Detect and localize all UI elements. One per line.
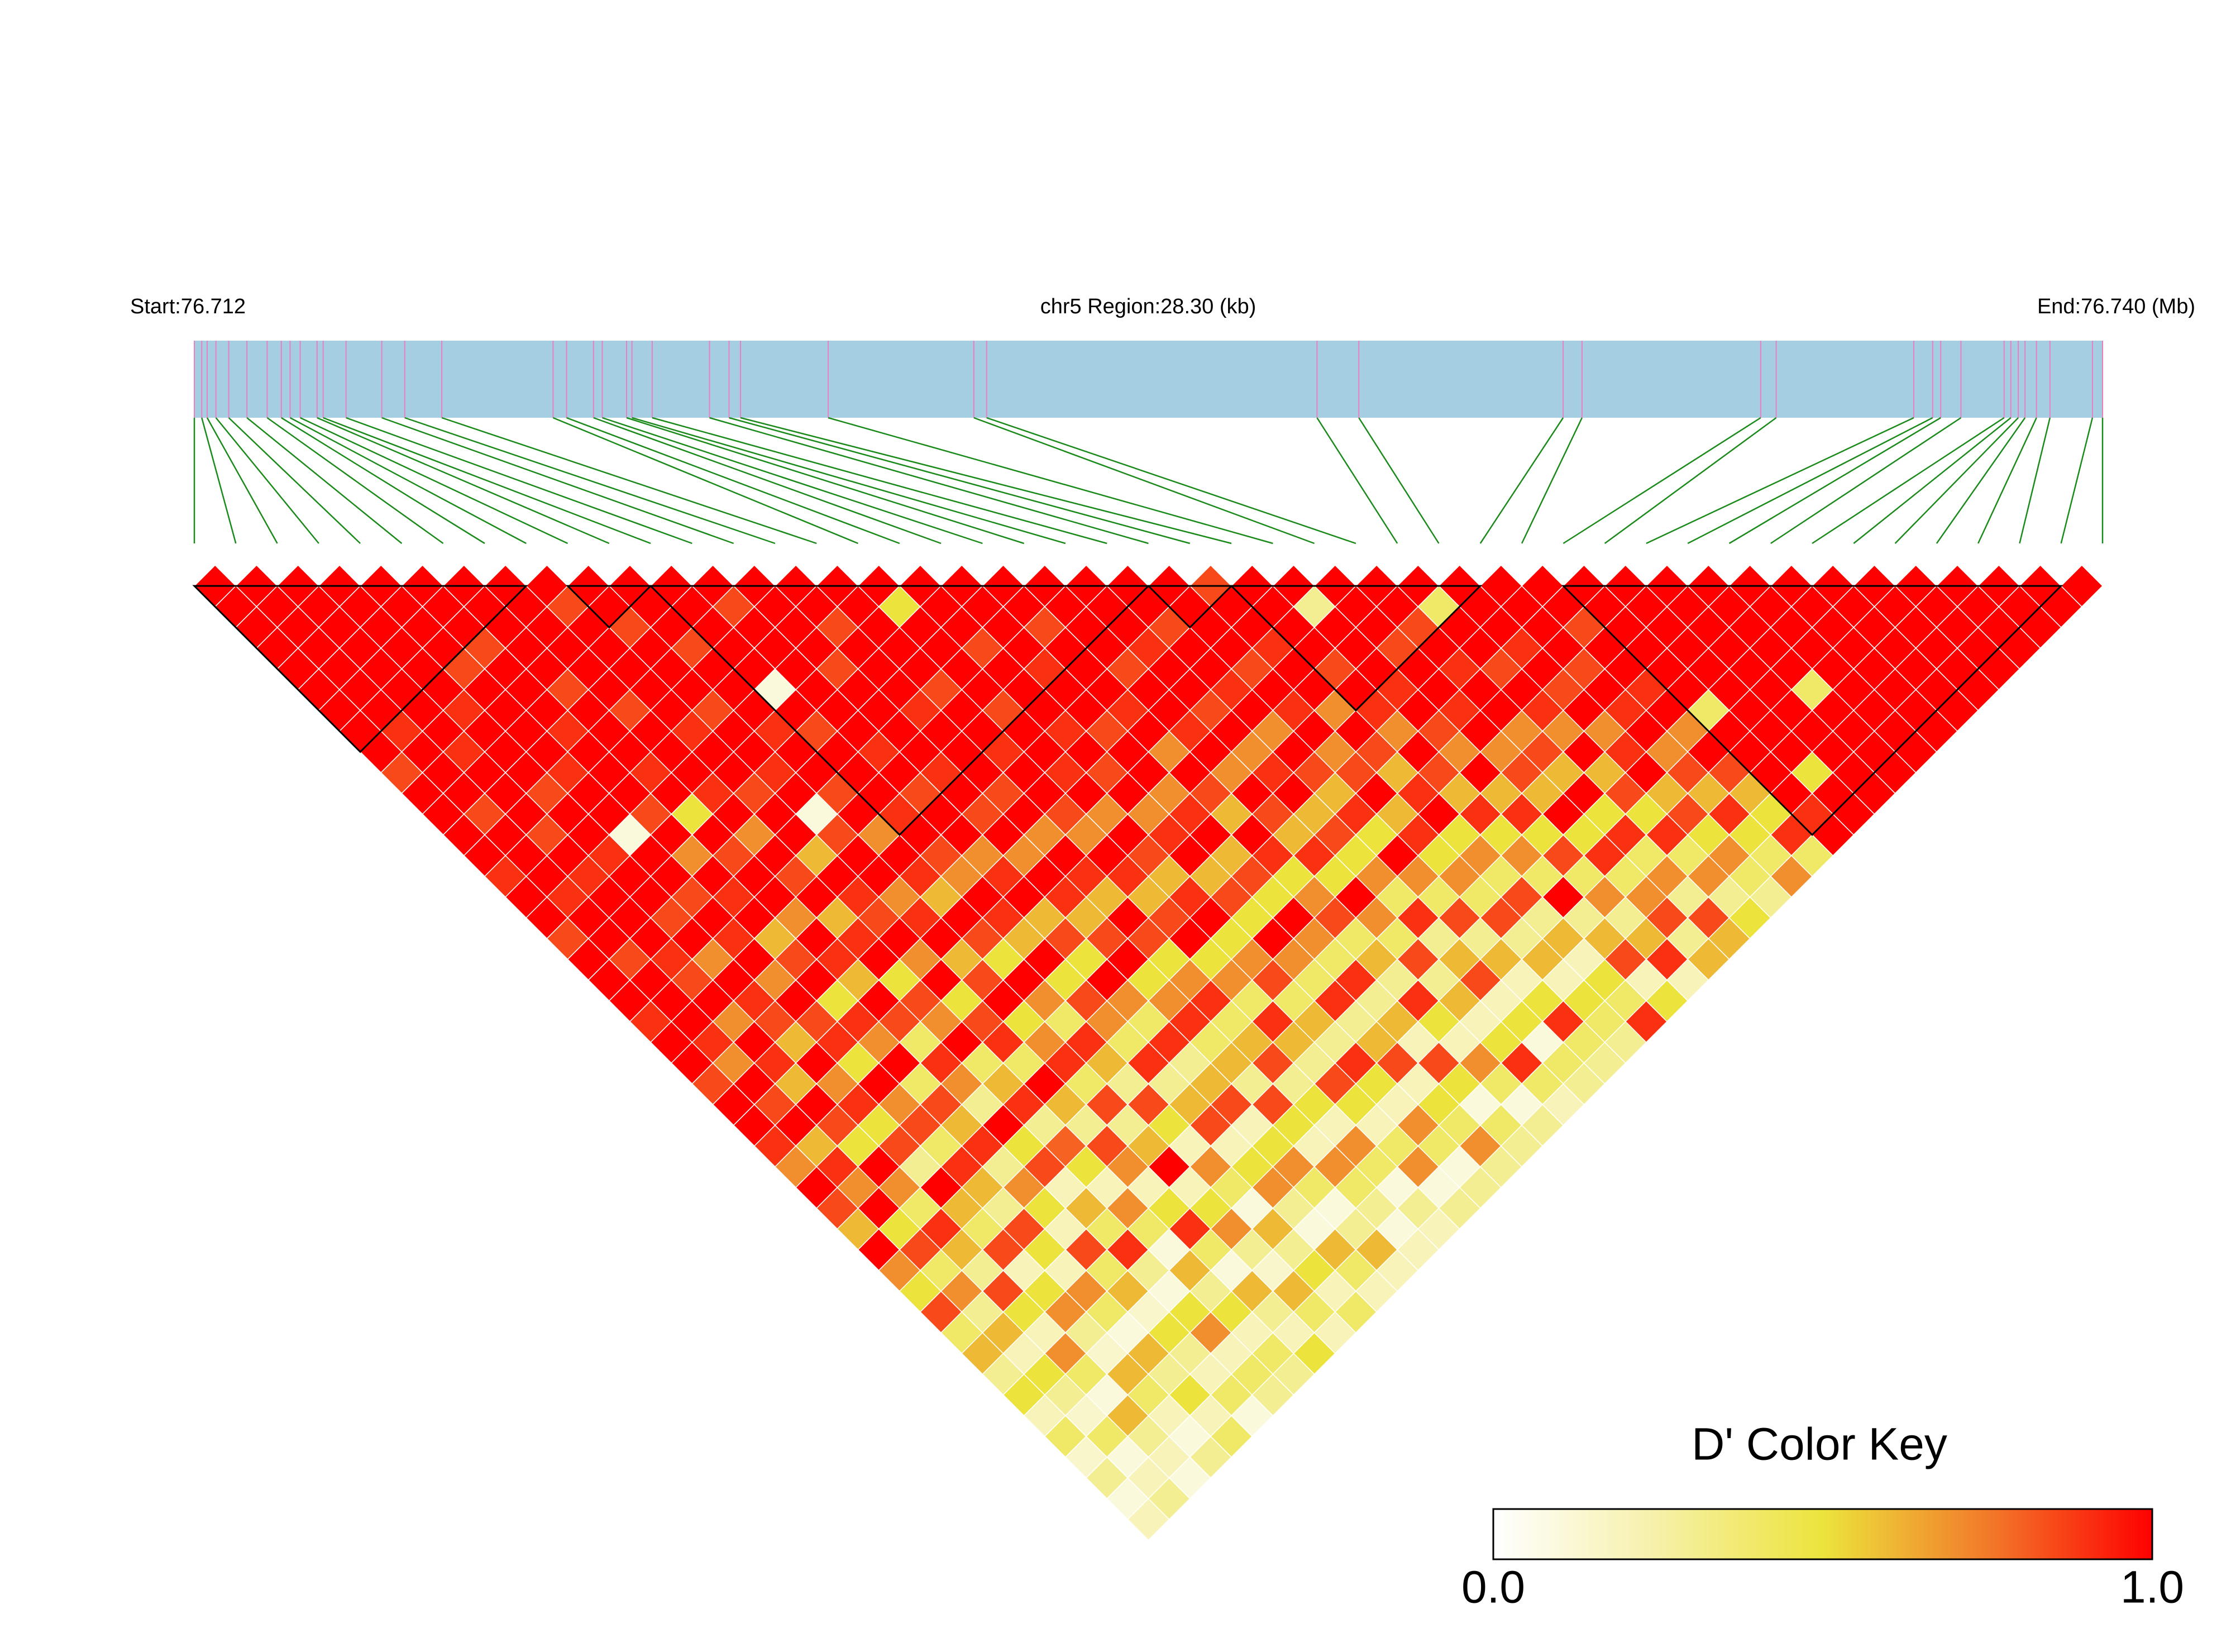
- chart-title: chr5 Region:28.30 (kb): [1040, 295, 1257, 318]
- haplotype-block: [192, 585, 528, 753]
- snp-connector: [201, 417, 237, 544]
- snp-connector: [626, 417, 1025, 545]
- snp-connector: [1894, 417, 2019, 544]
- snp-connector: [1604, 417, 1777, 545]
- snp-connector: [281, 417, 485, 545]
- snp-connector: [986, 417, 1356, 545]
- snp-connector: [1770, 417, 1962, 545]
- haplotype-block: [1146, 585, 1234, 629]
- snp-connector: [1977, 417, 2037, 544]
- snp-connector: [289, 417, 527, 545]
- snp-connector: [1479, 417, 1564, 544]
- snp-connector: [300, 417, 569, 545]
- snp-connector: [828, 417, 1273, 545]
- haplotype-block: [565, 585, 653, 629]
- snp-connector: [1728, 417, 1941, 545]
- snp-connector: [566, 417, 900, 545]
- ld-cells: [193, 564, 2104, 1541]
- snp-connector: [215, 417, 319, 544]
- snp-connector: [2019, 417, 2051, 544]
- snp-connector: [206, 417, 278, 544]
- snp-connector: [381, 417, 734, 545]
- colorbar-tick-label: 0.0: [1461, 1562, 1525, 1613]
- snp-connector: [729, 417, 1191, 545]
- colorbar-tick-label: 1.0: [2120, 1562, 2184, 1613]
- snp-connector: [593, 417, 942, 545]
- snp-connector: [441, 417, 817, 545]
- snp-connector: [973, 417, 1315, 545]
- snp-connector: [1936, 417, 2026, 544]
- snp-connector: [346, 417, 692, 545]
- start-label: Start:76.712: [130, 295, 246, 318]
- snp-connector: [1358, 417, 1440, 544]
- snp-connector: [552, 417, 858, 545]
- ld-cell: [2060, 564, 2104, 608]
- haplotype-block: [1229, 585, 1483, 712]
- snp-connector: [1646, 417, 1914, 545]
- snp-connector: [1687, 417, 1933, 545]
- snp-connector: [266, 417, 444, 545]
- haplotype-block: [648, 585, 1151, 836]
- colorbar-title: D' Color Key: [1692, 1419, 1947, 1470]
- snp-connector: [246, 417, 403, 544]
- snp-connector: [709, 417, 1149, 545]
- snp-connector: [740, 417, 1232, 545]
- haplotype-block: [1561, 585, 2063, 836]
- snp-connector: [632, 417, 1066, 545]
- snp-connector: [1563, 417, 1761, 545]
- snp-connector: [602, 417, 983, 545]
- snp-connector: [1316, 417, 1398, 544]
- snp-connector: [323, 417, 651, 545]
- snp-connector: [228, 417, 361, 544]
- snp-connector: [404, 417, 776, 545]
- colorbar: [1492, 1508, 2153, 1560]
- snp-connector: [1521, 417, 1583, 544]
- snp-connector: [652, 417, 1107, 545]
- snp-connector: [1812, 417, 2005, 545]
- region-bar: [194, 341, 2103, 418]
- snp-connector: [2060, 417, 2094, 544]
- snp-connector: [317, 417, 610, 545]
- end-label: End:76.740 (Mb): [2037, 295, 2195, 318]
- snp-connector: [1853, 417, 2012, 544]
